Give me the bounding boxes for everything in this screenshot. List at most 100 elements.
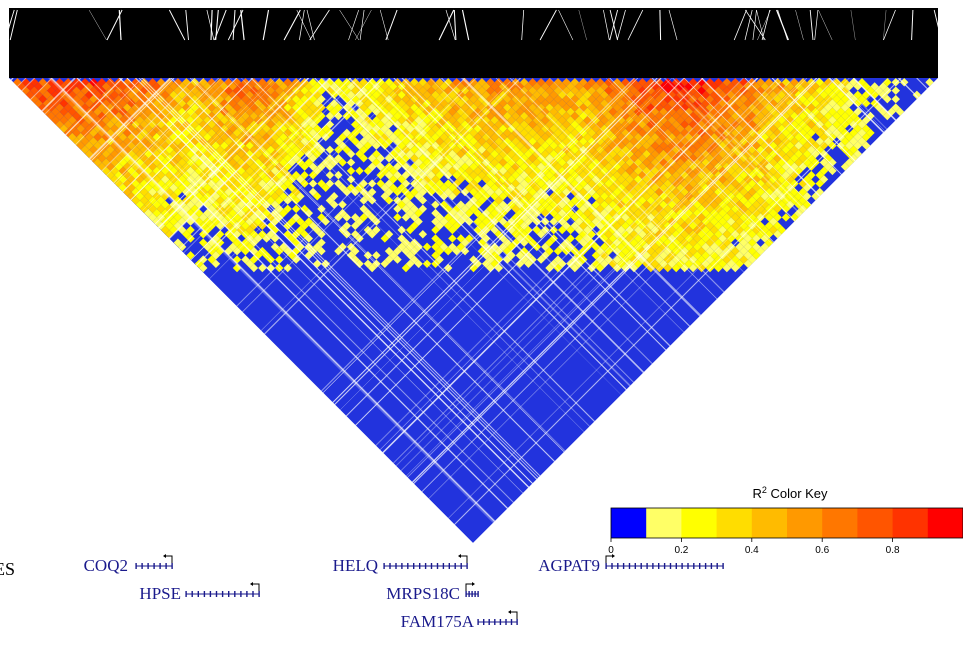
ld-cell bbox=[498, 99, 508, 108]
ld-cell bbox=[249, 263, 259, 273]
ld-cell bbox=[861, 141, 871, 150]
gene-exon bbox=[687, 563, 689, 569]
ld-cell bbox=[237, 82, 246, 91]
ld-cell bbox=[747, 196, 757, 205]
ld-cell bbox=[393, 255, 402, 264]
ld-cell bbox=[591, 141, 601, 150]
ld-cell bbox=[456, 99, 466, 108]
ld-cell bbox=[604, 145, 613, 155]
ld-cell bbox=[452, 86, 461, 95]
ld-cell bbox=[346, 175, 356, 184]
ld-stripe bbox=[9, 78, 237, 543]
ld-cell bbox=[688, 111, 698, 121]
ld-cell bbox=[735, 225, 744, 235]
ld-cell bbox=[693, 90, 702, 100]
ld-cell bbox=[460, 111, 470, 121]
ld-cell bbox=[815, 145, 824, 155]
ld-cell bbox=[498, 124, 508, 133]
ld-cell bbox=[304, 149, 314, 159]
ld-cell bbox=[220, 192, 229, 201]
snp-line bbox=[603, 9, 610, 41]
ld-cell bbox=[697, 187, 706, 197]
ld-cell bbox=[604, 204, 613, 214]
ld-cell bbox=[372, 225, 381, 235]
gene-exon bbox=[413, 563, 415, 569]
ld-cell bbox=[760, 208, 770, 218]
ld-cell bbox=[211, 259, 221, 269]
ld-cell bbox=[642, 124, 651, 133]
ld-cell bbox=[291, 204, 301, 214]
ld-cell bbox=[380, 116, 390, 125]
ld-cell bbox=[752, 175, 761, 184]
ld-cell bbox=[684, 183, 694, 193]
strand-arrow bbox=[461, 555, 468, 563]
ld-cell bbox=[139, 86, 149, 95]
ld-cell bbox=[536, 230, 546, 239]
ld-cell bbox=[612, 221, 622, 231]
ld-stripe bbox=[50, 78, 572, 543]
ld-cell bbox=[232, 179, 242, 188]
ld-cell bbox=[655, 196, 664, 205]
ld-cell bbox=[165, 204, 174, 214]
ld-cell bbox=[165, 230, 174, 239]
ld-cell bbox=[570, 120, 580, 129]
ld-cell bbox=[182, 162, 191, 171]
ld-cell bbox=[351, 187, 360, 197]
ld-cell bbox=[21, 86, 31, 95]
ld-cell bbox=[756, 187, 765, 197]
ld-cell bbox=[735, 192, 744, 201]
ld-cell bbox=[562, 196, 571, 205]
ld-cell bbox=[574, 90, 584, 100]
ld-cell bbox=[515, 158, 525, 167]
gene-exon bbox=[722, 563, 724, 569]
ld-cell bbox=[650, 208, 660, 218]
ld-cell bbox=[89, 145, 98, 155]
ld-cell bbox=[524, 192, 533, 201]
ld-cell bbox=[899, 78, 909, 87]
gene-exon bbox=[185, 591, 187, 597]
ld-cell bbox=[123, 170, 132, 180]
ld-cell bbox=[258, 230, 267, 239]
ld-cell bbox=[693, 166, 702, 176]
ld-cell bbox=[709, 166, 719, 176]
ld-cell bbox=[633, 208, 643, 218]
ld-cell bbox=[629, 238, 639, 247]
ld-cell bbox=[595, 128, 605, 138]
ld-cell bbox=[448, 99, 457, 108]
ld-cell bbox=[199, 255, 208, 264]
ld-cell bbox=[595, 246, 605, 256]
ld-cell bbox=[642, 251, 651, 260]
ld-cell bbox=[123, 128, 132, 138]
ld-cell bbox=[566, 116, 575, 125]
ld-cell bbox=[697, 111, 706, 121]
ld-cell bbox=[629, 170, 639, 180]
ld-cell bbox=[756, 86, 765, 95]
color-key-swatch bbox=[611, 508, 647, 538]
ld-cell bbox=[207, 78, 216, 87]
ld-stripe bbox=[9, 78, 196, 543]
ld-cell bbox=[790, 86, 799, 95]
ld-cell bbox=[752, 217, 761, 226]
ld-cell bbox=[300, 170, 309, 180]
ld-cell bbox=[258, 263, 267, 273]
ld-cell bbox=[439, 242, 449, 252]
ld-cell bbox=[465, 183, 474, 193]
ld-cell bbox=[722, 154, 732, 163]
ld-cell bbox=[519, 128, 529, 138]
ld-cell bbox=[448, 166, 457, 176]
ld-cell bbox=[752, 116, 761, 125]
ld-cell bbox=[232, 137, 242, 146]
ld-cell bbox=[646, 213, 656, 222]
gene-exon bbox=[716, 563, 718, 569]
ld-cell bbox=[262, 208, 271, 218]
ld-cell bbox=[541, 132, 550, 142]
ld-cell bbox=[317, 230, 326, 239]
ld-cell bbox=[617, 132, 626, 142]
ld-stripe bbox=[9, 78, 219, 543]
ld-cell bbox=[604, 196, 613, 205]
ld-cell bbox=[507, 175, 516, 184]
ld-cell bbox=[359, 103, 368, 112]
ld-cell bbox=[760, 166, 770, 176]
gene-mrps18c: MRPS18C bbox=[386, 582, 479, 603]
ld-stripe bbox=[50, 78, 571, 543]
